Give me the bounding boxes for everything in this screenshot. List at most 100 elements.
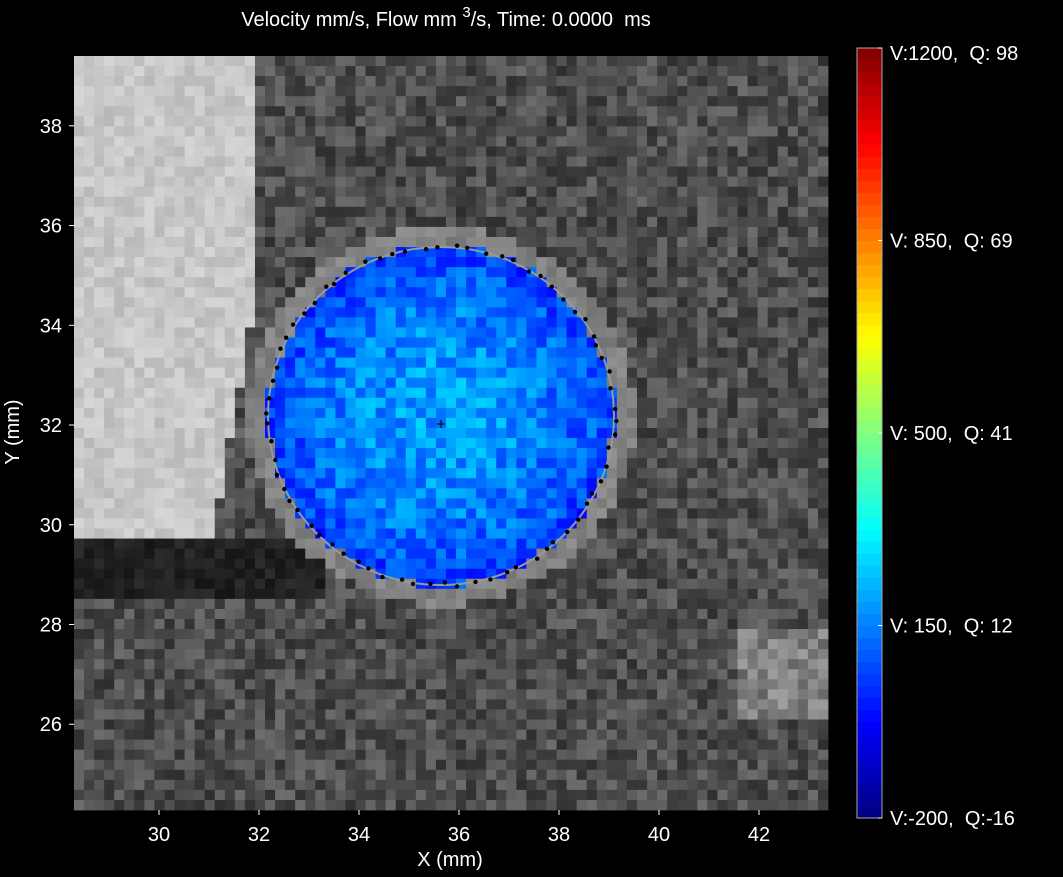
image-pixel <box>94 76 105 87</box>
image-pixel <box>104 56 115 67</box>
image-pixel <box>516 327 527 338</box>
image-pixel <box>626 166 638 178</box>
image-pixel <box>445 427 457 439</box>
image-pixel <box>275 136 286 147</box>
image-pixel <box>234 719 246 730</box>
image-pixel <box>265 508 276 519</box>
image-pixel <box>445 468 457 479</box>
image-pixel <box>285 608 296 620</box>
image-pixel <box>516 618 527 630</box>
image-pixel <box>677 216 688 228</box>
image-pixel <box>114 578 125 590</box>
image-pixel <box>576 649 588 660</box>
image-pixel <box>486 287 497 298</box>
image-pixel <box>94 448 105 459</box>
image-pixel <box>456 659 467 670</box>
image-pixel <box>606 528 618 539</box>
image-pixel <box>305 186 316 198</box>
image-pixel <box>707 357 718 369</box>
image-pixel <box>194 629 206 640</box>
image-pixel <box>435 136 447 147</box>
image-pixel <box>737 478 748 489</box>
image-pixel <box>84 397 95 409</box>
image-pixel <box>395 568 407 580</box>
image-pixel <box>405 317 417 328</box>
image-pixel <box>335 247 346 258</box>
image-pixel <box>204 247 216 258</box>
image-pixel <box>114 257 125 268</box>
image-pixel <box>707 327 718 338</box>
image-pixel <box>606 236 618 248</box>
image-pixel <box>174 327 185 338</box>
image-pixel <box>124 438 135 449</box>
image-pixel <box>797 56 809 67</box>
image-pixel <box>486 588 497 600</box>
image-pixel <box>767 498 779 509</box>
image-pixel <box>345 629 356 640</box>
image-pixel <box>566 116 578 127</box>
image-pixel <box>415 136 427 147</box>
image-pixel <box>526 448 537 459</box>
image-pixel <box>657 267 668 278</box>
image-pixel <box>244 247 256 258</box>
image-pixel <box>365 106 376 117</box>
image-pixel <box>456 267 467 278</box>
image-pixel <box>385 186 397 198</box>
image-pixel <box>526 106 537 117</box>
image-pixel <box>305 578 316 590</box>
image-pixel <box>476 639 487 650</box>
image-pixel <box>154 659 165 670</box>
image-pixel <box>466 377 477 389</box>
image-pixel <box>486 257 497 268</box>
image-pixel <box>395 488 407 499</box>
image-pixel <box>466 578 477 590</box>
image-pixel <box>114 679 125 690</box>
image-pixel <box>204 136 216 147</box>
image-pixel <box>536 287 547 298</box>
image-pixel <box>647 448 658 459</box>
image-pixel <box>476 689 487 700</box>
image-pixel <box>576 236 588 248</box>
image-pixel <box>687 448 698 459</box>
image-pixel <box>244 166 256 178</box>
image-pixel <box>355 458 366 469</box>
image-pixel <box>727 76 738 87</box>
image-pixel <box>486 397 497 409</box>
image-pixel <box>687 277 698 288</box>
image-pixel <box>556 166 568 178</box>
image-pixel <box>606 578 618 590</box>
image-pixel <box>385 297 397 308</box>
image-pixel <box>365 146 376 157</box>
image-pixel <box>405 116 417 127</box>
image-pixel <box>265 598 276 610</box>
image-pixel <box>194 307 206 318</box>
image-pixel <box>214 247 226 258</box>
image-pixel <box>275 417 286 429</box>
image-pixel <box>677 377 688 389</box>
image-pixel <box>566 146 578 157</box>
image-pixel <box>566 578 578 590</box>
image-pixel <box>536 156 547 167</box>
image-pixel <box>94 548 105 560</box>
image-pixel <box>576 186 588 198</box>
image-pixel <box>295 558 306 570</box>
image-pixel <box>275 558 286 570</box>
image-pixel <box>365 659 376 670</box>
image-pixel <box>516 66 527 77</box>
image-pixel <box>767 427 779 439</box>
image-pixel <box>214 538 226 550</box>
image-pixel <box>345 518 356 529</box>
image-pixel <box>435 387 447 399</box>
image-pixel <box>244 287 256 298</box>
image-pixel <box>435 478 447 489</box>
image-pixel <box>84 116 95 127</box>
image-pixel <box>647 598 658 610</box>
image-pixel <box>435 438 447 449</box>
image-pixel <box>254 327 266 338</box>
image-pixel <box>576 478 588 489</box>
image-pixel <box>204 86 216 97</box>
image-pixel <box>657 377 668 389</box>
image-pixel <box>636 86 648 97</box>
image-pixel <box>124 578 135 590</box>
image-pixel <box>677 608 688 620</box>
